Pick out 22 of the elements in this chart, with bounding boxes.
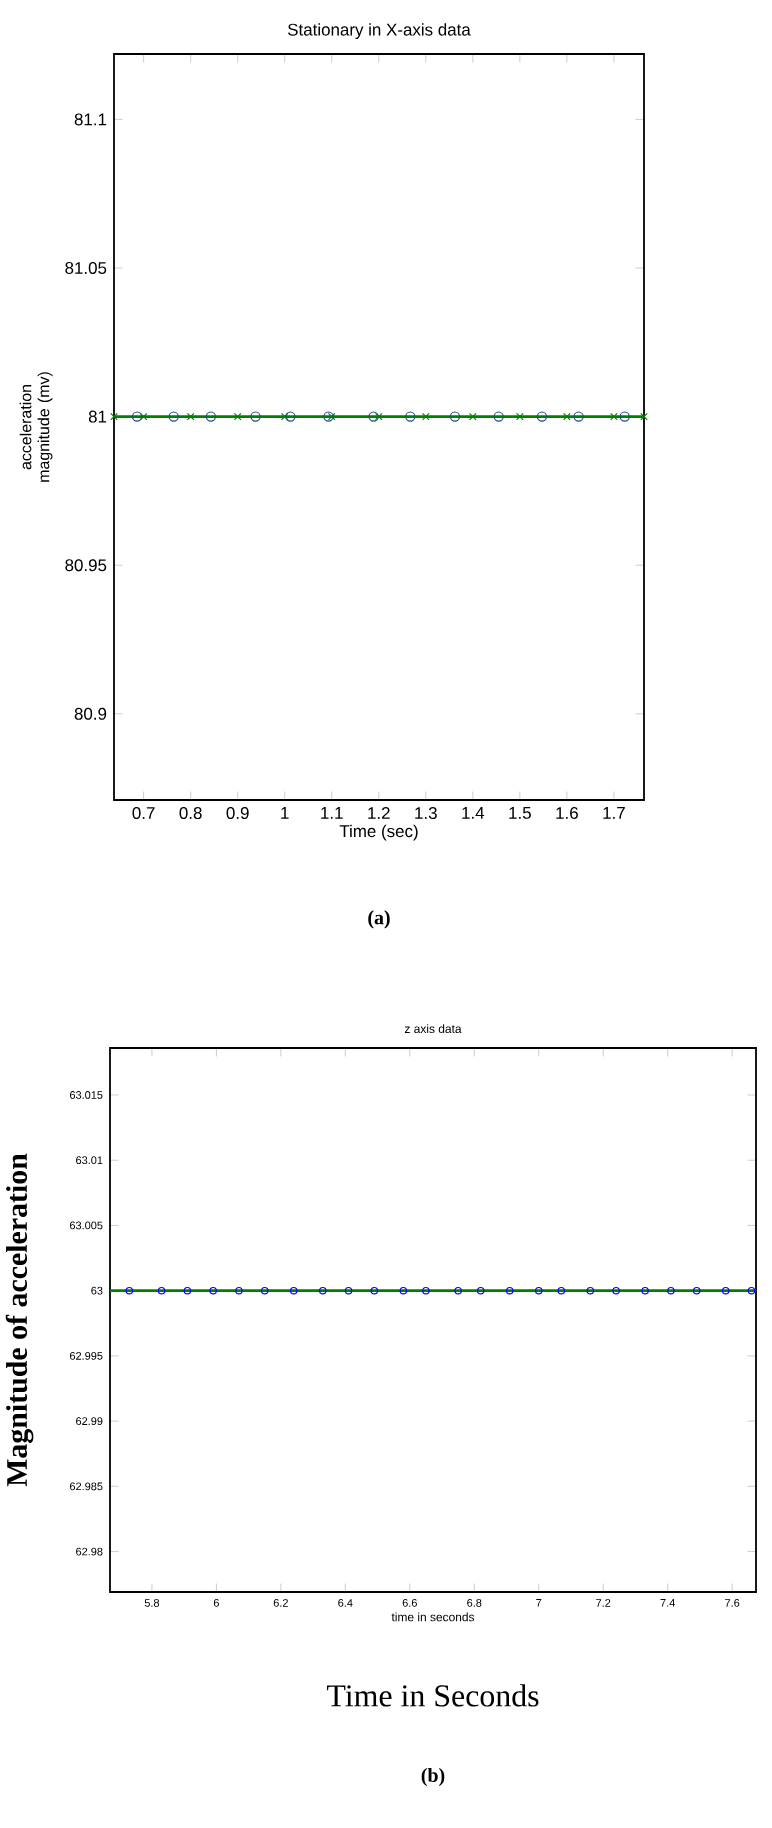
x-tick-label: 1.6 <box>556 807 578 820</box>
text: Time in Seconds <box>326 1684 539 1707</box>
text: (b) <box>421 1767 445 1787</box>
x-tick-label: 1.7 <box>603 807 625 819</box>
chart-title: Stationary in X-axis data <box>288 23 471 39</box>
text: (a) <box>368 910 390 929</box>
y-tick-label: 81.1 <box>74 113 107 126</box>
x-tick-label: 1.4 <box>462 807 485 819</box>
y-tick-label: 81.05 <box>65 262 107 274</box>
x-tick-label: 1.3 <box>415 807 437 820</box>
y-tick-label: 81 <box>88 410 107 423</box>
y-tick-label: 80.9 <box>74 707 107 720</box>
x-tick-label: 0.9 <box>226 807 249 820</box>
x-tick-label: 1.2 <box>368 807 390 819</box>
x-tick-label: 1 <box>281 807 289 819</box>
y-axis-title: Magnitude of acceleration <box>5 1153 34 1487</box>
x-tick-label: 0.8 <box>179 807 202 820</box>
x-tick-label: 0.7 <box>132 807 155 820</box>
x-axis-title: Time (sec) <box>339 824 418 841</box>
y-tick-label: 80.95 <box>65 559 107 572</box>
x-tick-label: 1.1 <box>321 807 343 819</box>
x-tick-label: 1.5 <box>509 807 531 819</box>
